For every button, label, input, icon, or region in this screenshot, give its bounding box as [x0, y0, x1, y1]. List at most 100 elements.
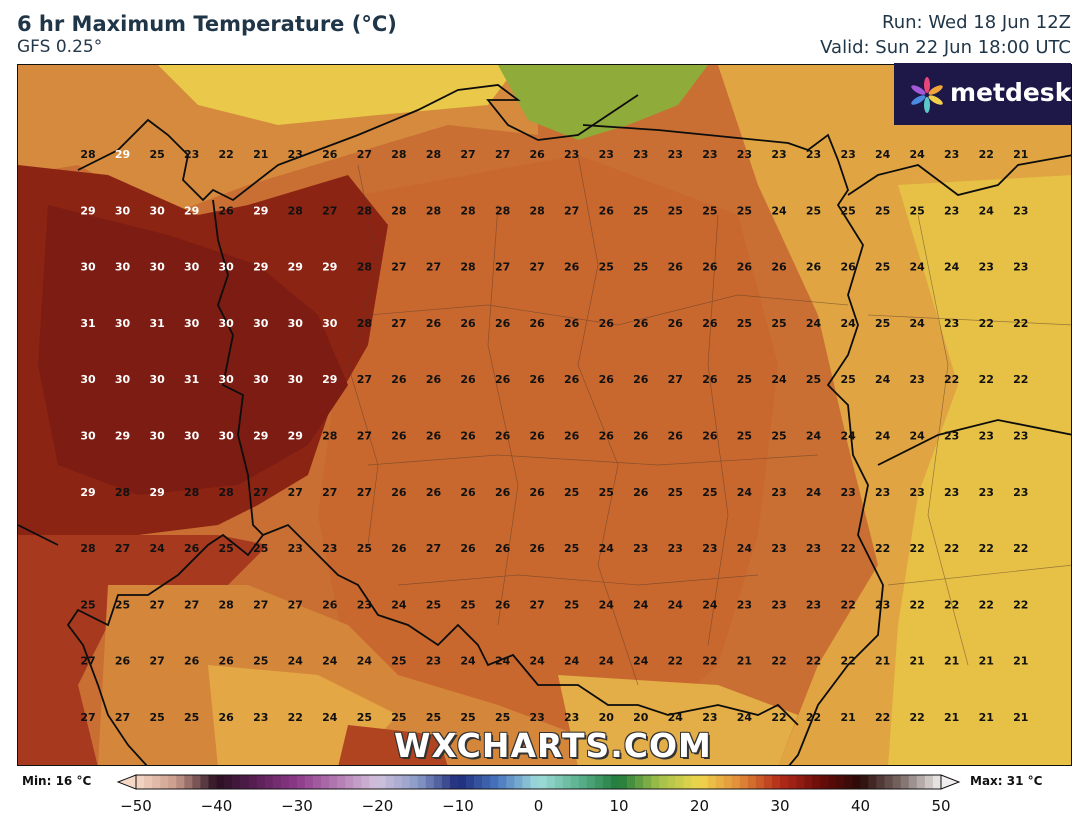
temperature-label: 21: [737, 655, 752, 668]
temperature-label: 21: [253, 148, 268, 161]
temperature-label: 22: [702, 655, 717, 668]
region-baltic-yellow: [158, 65, 518, 125]
temperature-label: 24: [737, 486, 753, 499]
color-scale-cells: [116, 774, 961, 790]
temperature-label: 26: [668, 261, 684, 274]
temperature-label: 23: [1013, 486, 1028, 499]
temperature-label: 26: [495, 317, 511, 330]
color-scale-cell: [305, 775, 314, 789]
temperature-label: 24: [668, 711, 684, 724]
temperature-label: 24: [633, 598, 649, 611]
coastline: [77, 84, 639, 202]
temperature-label: 26: [115, 655, 131, 668]
temperature-label: 21: [944, 655, 959, 668]
temperature-label: 23: [668, 148, 683, 161]
temperature-label: 23: [944, 148, 959, 161]
color-scale-cell: [780, 775, 789, 789]
color-scale-cell: [643, 775, 652, 789]
color-scale-cell: [176, 775, 185, 789]
temperature-label: 26: [771, 261, 787, 274]
temperature-label: 26: [668, 317, 684, 330]
color-scale-cell: [747, 775, 757, 789]
temperature-label: 27: [80, 655, 95, 668]
temperature-label: 26: [529, 317, 545, 330]
color-scale-cell: [804, 775, 813, 789]
temperature-label: 27: [426, 542, 441, 555]
temperature-label: 25: [737, 430, 752, 443]
temperature-label: 20: [633, 711, 649, 724]
color-scale-cell: [449, 775, 459, 789]
temperature-label: 22: [806, 711, 821, 724]
color-scale-cell: [731, 775, 741, 789]
color-scale-cell: [168, 775, 177, 789]
temperature-label: 26: [219, 655, 235, 668]
temperature-label: 28: [357, 261, 372, 274]
temperature-label: 24: [875, 430, 891, 443]
temperature-label: 26: [564, 261, 580, 274]
color-scale-cell: [812, 775, 821, 789]
temperature-label: 29: [253, 261, 268, 274]
color-scale-cell: [635, 775, 644, 789]
valid-time-label: Valid: Sun 22 Jun 18:00 UTC: [820, 37, 1071, 58]
temperature-label: 23: [806, 598, 821, 611]
temperature-label: 26: [702, 430, 718, 443]
temperature-label: 21: [944, 711, 959, 724]
temperature-label: 25: [426, 598, 441, 611]
temperature-label: 27: [184, 598, 199, 611]
temperature-label: 24: [944, 261, 960, 274]
border-lithuania: [847, 154, 1071, 196]
temperature-label: 29: [115, 148, 130, 161]
temperature-label: 26: [391, 542, 407, 555]
temperature-label: 23: [979, 486, 994, 499]
temperature-label: 22: [668, 655, 683, 668]
color-scale-cell: [924, 775, 934, 789]
temperature-label: 26: [495, 486, 511, 499]
region-gulf-green: [498, 65, 708, 140]
temperature-label: 31: [149, 317, 164, 330]
temperature-label: 30: [184, 430, 200, 443]
temperature-map[interactable]: 28 29 25 23 22 21 23 26 27 28 28 27 27 26 23 23 23 23 23 23…: [17, 64, 1072, 766]
temperature-label: 22: [979, 317, 994, 330]
temperature-label: 23: [288, 148, 303, 161]
temperature-label: 27: [149, 598, 164, 611]
temperature-label: 28: [391, 148, 406, 161]
temperature-label: 26: [599, 317, 615, 330]
temperature-label: 28: [529, 204, 544, 217]
temperature-label: 30: [219, 430, 235, 443]
temperature-label: 25: [426, 711, 441, 724]
scale-tick-label: −20: [361, 797, 394, 815]
temperature-label: 25: [564, 486, 579, 499]
temperature-label: 26: [460, 486, 476, 499]
temperature-label: 23: [771, 542, 786, 555]
temperature-label: 30: [149, 204, 165, 217]
temperature-label: 24: [910, 317, 926, 330]
temperature-label: 23: [944, 204, 959, 217]
color-scale-cell: [506, 775, 515, 789]
temperature-label: 25: [737, 204, 752, 217]
temperature-label: 24: [599, 542, 615, 555]
color-scale-cell: [208, 775, 217, 789]
scale-tick-label: 20: [689, 797, 710, 815]
temperature-label: 26: [599, 373, 615, 386]
temperature-label: 27: [253, 598, 268, 611]
temperature-label: 30: [115, 317, 131, 330]
temperature-label: 21: [979, 655, 994, 668]
temperature-label: 27: [391, 261, 406, 274]
map-borders: [18, 84, 1071, 765]
temperature-label: 25: [702, 486, 717, 499]
temperature-label: 29: [184, 204, 199, 217]
temperature-label: 24: [633, 655, 649, 668]
color-scale-cell: [546, 775, 555, 789]
color-scale-cell: [828, 775, 837, 789]
temperature-label: 24: [149, 542, 165, 555]
color-scale-cell: [578, 775, 588, 789]
color-scale-cell: [627, 775, 636, 789]
temperature-label: 25: [149, 148, 164, 161]
internal-borders: [347, 154, 1071, 686]
color-scale-cell: [313, 775, 322, 789]
temperature-label: 23: [737, 598, 752, 611]
temperature-label: 25: [564, 598, 579, 611]
color-scale-cell: [216, 775, 225, 789]
color-scale-cell: [876, 775, 885, 789]
region-carpathians: [558, 675, 798, 765]
